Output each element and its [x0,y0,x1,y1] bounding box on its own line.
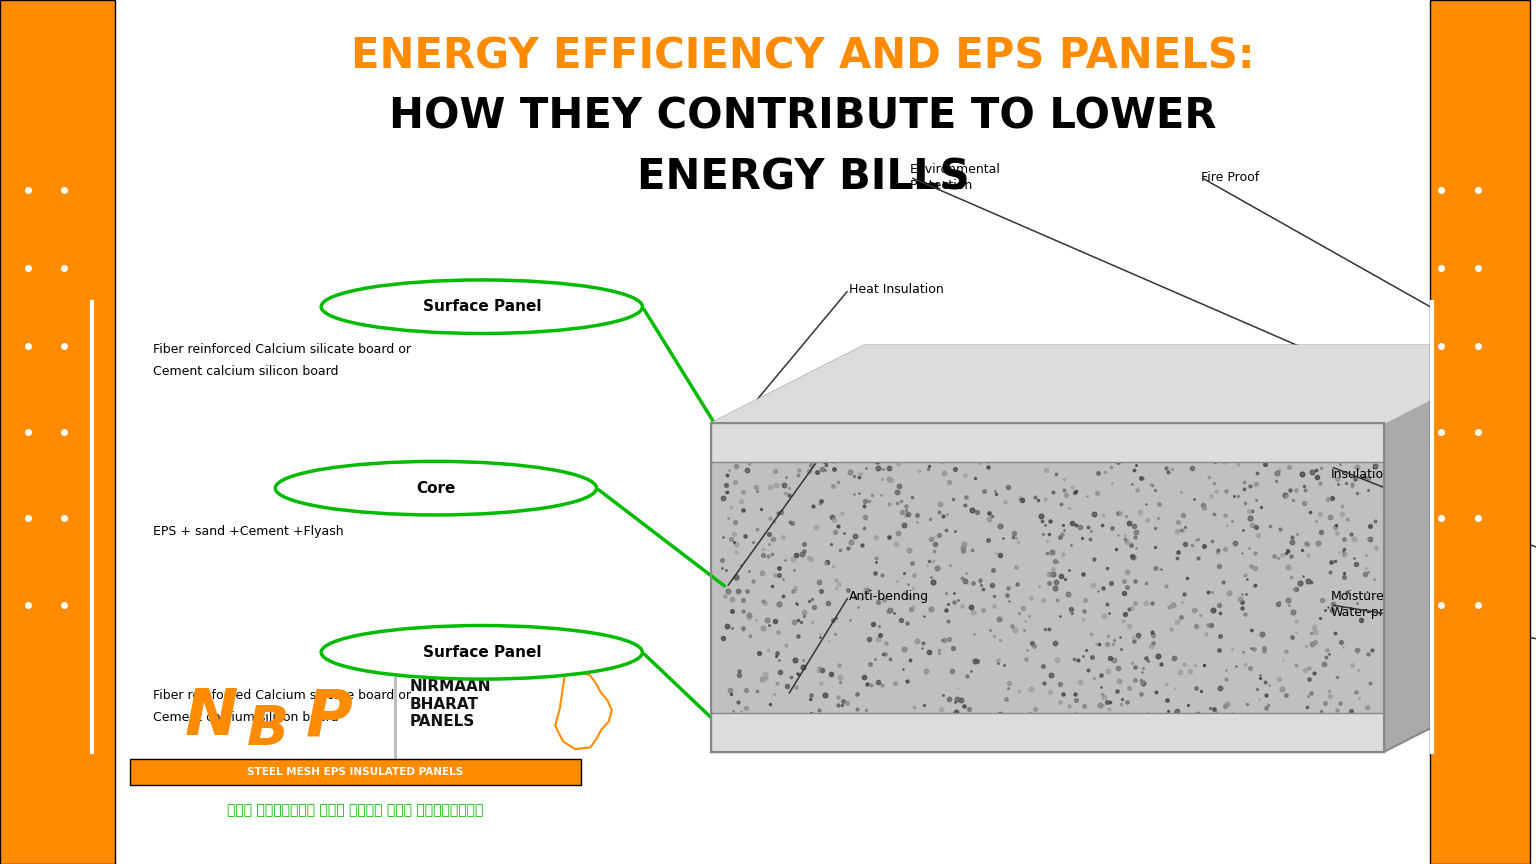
Ellipse shape [275,461,596,515]
Text: BHARAT: BHARAT [410,696,479,712]
Text: Fire Proof: Fire Proof [1201,170,1260,184]
Text: Moisture-proof
Water-proof: Moisture-proof Water-proof [1330,590,1421,619]
Text: Fiber reinforced Calcium silicate board or: Fiber reinforced Calcium silicate board … [154,343,412,357]
Polygon shape [1384,346,1536,752]
Text: HOW THEY CONTRIBUTE TO LOWER: HOW THEY CONTRIBUTE TO LOWER [389,96,1217,137]
Text: Surface Panel: Surface Panel [422,645,541,660]
FancyBboxPatch shape [711,423,1384,462]
Text: Sound
Insulation: Sound Insulation [1330,452,1392,481]
Text: NIRMAAN: NIRMAAN [410,679,492,695]
FancyBboxPatch shape [131,759,581,785]
Text: भवन निर्माण हुआ आसान एवं सुरक्षित: भवन निर्माण हुआ आसान एवं सुरक्षित [227,804,482,817]
Text: Heat Insulation: Heat Insulation [849,283,943,296]
FancyBboxPatch shape [711,423,1384,752]
Text: PANELS: PANELS [410,714,475,729]
Polygon shape [711,346,1536,423]
Text: High strength
anti-earthquake: High strength anti-earthquake [880,715,980,745]
Text: Environmental
Protection: Environmental Protection [909,162,1001,192]
Text: Cement calcium silicon board: Cement calcium silicon board [154,365,338,378]
Text: P: P [306,686,352,748]
FancyBboxPatch shape [711,713,1384,752]
Ellipse shape [321,280,642,334]
Text: STEEL MESH EPS INSULATED PANELS: STEEL MESH EPS INSULATED PANELS [247,766,462,777]
Text: Surface Panel: Surface Panel [422,299,541,314]
Text: N: N [184,686,238,748]
Text: B: B [247,703,289,757]
FancyBboxPatch shape [1430,0,1530,864]
FancyBboxPatch shape [0,0,115,864]
Polygon shape [711,346,1536,423]
Text: ENERGY EFFICIENCY AND EPS PANELS:: ENERGY EFFICIENCY AND EPS PANELS: [352,35,1255,77]
Text: EPS + sand +Cement +Flyash: EPS + sand +Cement +Flyash [154,524,344,538]
Text: Core: Core [416,480,456,496]
Text: Fiber reinforced Calcium silicate board or: Fiber reinforced Calcium silicate board … [154,689,412,702]
Text: ENERGY BILLS: ENERGY BILLS [637,156,969,198]
Ellipse shape [321,626,642,679]
Text: Keep Warm: Keep Warm [839,425,909,439]
Text: Cement calcium silicon board: Cement calcium silicon board [154,710,338,724]
Text: Anti-bending: Anti-bending [849,589,929,603]
